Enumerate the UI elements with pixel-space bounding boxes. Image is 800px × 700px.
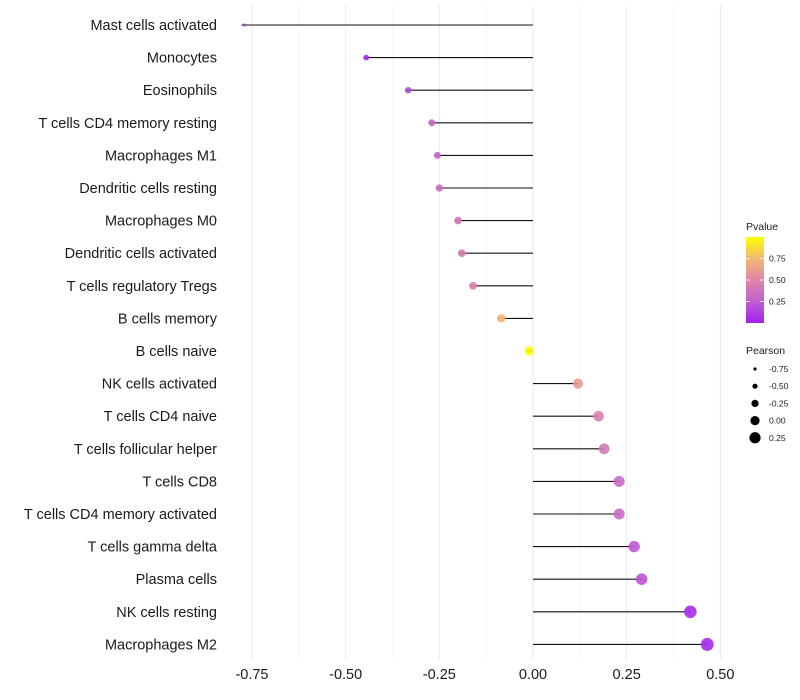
lollipop-point [433,151,442,159]
size-legend-label: 0.00 [769,416,786,426]
x-tick-label: -0.50 [329,667,362,683]
y-axis-label: NK cells activated [102,377,217,393]
lollipop-point [524,346,534,356]
grid-lines [251,5,721,660]
size-legend-dot [751,399,759,407]
colorbar-tick-label: 0.25 [769,297,786,307]
lollipop-point [613,475,625,487]
x-tick-label: 0.50 [706,667,734,683]
lollipop-point [598,443,610,455]
pvalue-legend: Pvalue 0.75 0.50 0.25 [746,221,786,323]
y-axis-label: Dendritic cells activated [65,246,217,262]
pvalue-colorbar [746,237,764,323]
size-legend-dot [752,383,758,389]
size-legend-label: -0.25 [769,398,789,408]
pearson-legend: Pearson -0.75 -0.50 -0.25 0.00 0.25 [746,345,789,444]
y-axis-label: Macrophages M1 [105,148,217,164]
pearson-legend-title: Pearson [746,345,785,357]
lollipop-point [684,605,697,619]
lollipop-point [496,314,506,323]
y-axis-label: NK cells resting [116,605,217,621]
lollipop-point [700,637,714,651]
y-axis-label: Macrophages M2 [105,637,217,653]
size-legend-label: -0.50 [769,381,789,391]
y-axis-label: T cells gamma delta [88,540,218,556]
x-tick-label: 0.00 [519,667,547,683]
lollipop-point [635,573,648,585]
size-legend-label: 0.25 [769,433,786,443]
y-axis-labels: Mast cells activated Monocytes Eosinophils… [24,18,218,653]
y-axis-label: Monocytes [147,51,217,67]
y-axis-label: B cells naive [136,344,217,360]
lollipop-point [628,540,640,553]
size-legend-dot [750,415,760,426]
x-tick-label: -0.75 [235,667,268,683]
x-tick-label: 0.25 [613,667,641,683]
lollipop-point [469,281,478,290]
y-axis-label: Eosinophils [143,83,217,99]
colorbar-tick-label: 0.50 [769,275,786,285]
y-axis-label: T cells regulatory Tregs [67,279,217,295]
lollipop-stems [241,24,708,645]
y-axis-label: Plasma cells [136,572,217,588]
y-axis-label: Dendritic cells resting [79,181,217,197]
y-axis-label: T cells CD4 memory activated [24,507,217,523]
y-axis-label: T cells CD4 naive [104,409,217,425]
y-axis-label: B cells memory [118,311,218,327]
lollipop-point [242,23,246,27]
y-axis-label: T cells CD4 memory resting [38,116,217,132]
lollipop-point [454,216,462,225]
lollipop-point [363,54,370,61]
lollipop-point [404,86,412,94]
y-axis-label: Macrophages M0 [105,214,217,230]
lollipop-points [242,23,714,651]
size-legend-label: -0.75 [769,364,789,374]
lollipop-point [428,119,436,127]
lollipop-point [435,184,443,192]
lollipop-point [613,508,625,520]
colorbar-tick-label: 0.75 [769,254,786,264]
pvalue-legend-title: Pvalue [746,221,778,233]
lollipop-point [572,378,584,389]
x-tick-label: -0.25 [423,667,456,683]
y-axis-label: T cells follicular helper [74,442,217,458]
y-axis-label: Mast cells activated [90,18,217,34]
lollipop-point [593,410,604,422]
size-legend-dot [749,432,761,444]
x-axis-labels: -0.75 -0.50 -0.25 0.00 0.25 0.50 [235,667,734,683]
lollipop-point [457,249,466,258]
size-legend-dot [753,367,757,371]
y-axis-label: T cells CD8 [142,474,217,490]
